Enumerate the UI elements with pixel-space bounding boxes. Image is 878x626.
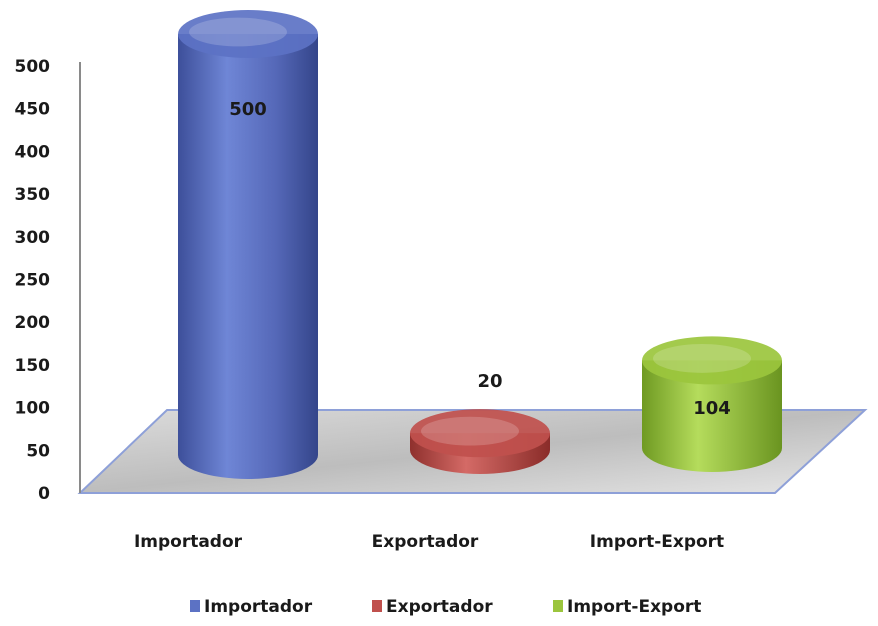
- category-label: Importador: [134, 532, 243, 552]
- bar-top-highlight: [189, 17, 287, 47]
- bar-exportador: [410, 409, 550, 474]
- y-tick-label: 250: [15, 271, 51, 291]
- bar-body: [642, 360, 782, 472]
- bar-body: [178, 34, 318, 479]
- legend-item: Import-Export: [553, 597, 701, 617]
- y-tick-label: 200: [15, 313, 51, 333]
- y-tick-label: 100: [15, 399, 51, 419]
- data-label: 104: [693, 398, 731, 419]
- legend-swatch: [553, 600, 563, 612]
- bar-top: [642, 336, 782, 385]
- y-tick-label: 150: [15, 356, 51, 376]
- category-labels: Importador Exportador Import-Export: [134, 532, 724, 552]
- legend-label: Importador: [204, 597, 313, 617]
- y-axis-ticks: 0 50 100 150 200 250 300 350 400 450 500: [15, 57, 51, 504]
- y-tick-label: 350: [15, 185, 51, 205]
- legend-item: Importador: [190, 597, 313, 617]
- bar-import-export: [642, 336, 782, 472]
- y-tick-label: 50: [26, 441, 50, 461]
- legend-swatch: [190, 600, 200, 612]
- y-tick-label: 300: [15, 228, 51, 248]
- y-tick-label: 450: [15, 100, 51, 120]
- bar-top-highlight: [421, 416, 519, 446]
- y-tick-label: 400: [15, 142, 51, 162]
- bar-top: [178, 10, 318, 58]
- legend-label: Import-Export: [567, 597, 701, 617]
- data-label: 20: [477, 371, 502, 392]
- category-label: Exportador: [372, 532, 479, 552]
- category-label: Import-Export: [590, 532, 724, 552]
- legend-swatch: [372, 600, 382, 612]
- bars: [178, 10, 782, 479]
- legend-item: Exportador: [372, 597, 493, 617]
- bar-importador: [178, 10, 318, 479]
- legend: Importador Exportador Import-Export: [190, 597, 701, 617]
- bar-top: [410, 409, 550, 458]
- legend-label: Exportador: [386, 597, 493, 617]
- y-tick-label: 0: [38, 484, 50, 504]
- data-labels: 500 20 104: [229, 99, 731, 419]
- bar-top-highlight: [653, 344, 751, 373]
- y-tick-label: 500: [15, 57, 51, 77]
- data-label: 500: [229, 99, 267, 120]
